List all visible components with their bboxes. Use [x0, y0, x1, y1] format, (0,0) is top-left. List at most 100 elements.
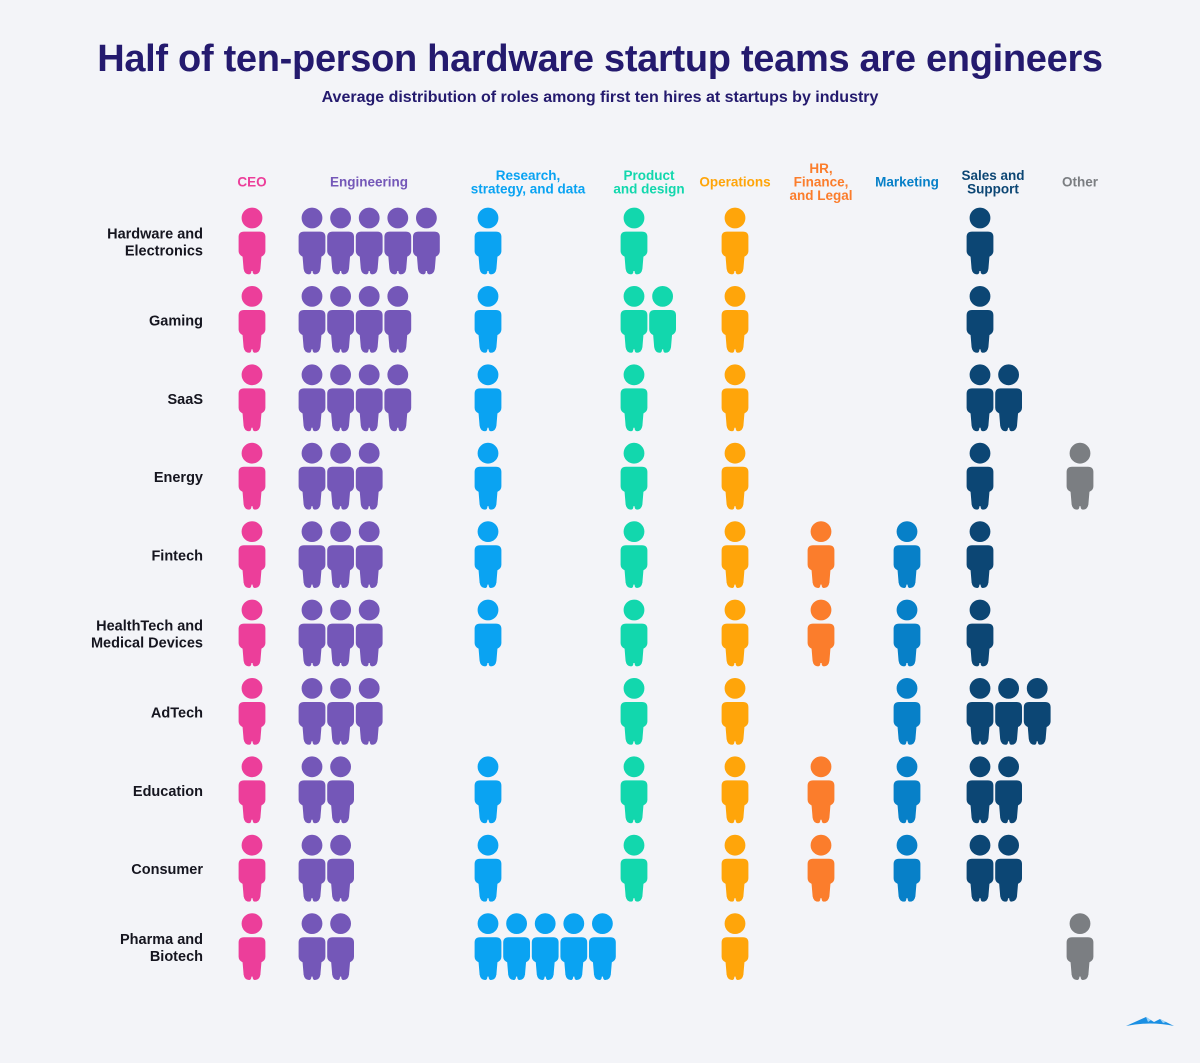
person-icon-engineering [297, 833, 327, 903]
industry-row: Pharma and Biotech [120, 911, 1095, 982]
person-icon-operations [720, 676, 750, 747]
column-header-ceo: CEO [237, 175, 266, 190]
person-icon-engineering [383, 363, 413, 433]
column-header-operations: Operations [699, 175, 770, 190]
person-icon-research [473, 598, 503, 668]
person-icon-product [619, 284, 649, 355]
row-label: Hardware and Electronics [107, 227, 203, 260]
person-icon-ceo [237, 284, 267, 355]
person-icon-operations [720, 519, 750, 590]
person-icon-marketing [892, 676, 922, 747]
person-icon-marketing [892, 833, 922, 903]
person-icon-operations [720, 284, 750, 355]
person-icon-research [587, 911, 617, 982]
person-icon-sales [965, 363, 995, 433]
industry-row: Energy [154, 441, 1095, 511]
person-icon-engineering [383, 206, 413, 276]
industry-row: SaaS [168, 363, 1024, 433]
person-icon-hr [806, 519, 836, 590]
person-icon-sales [965, 833, 995, 903]
mountain-logo-icon [1126, 1017, 1174, 1026]
person-icon-engineering [326, 755, 356, 825]
person-icon-engineering [297, 441, 327, 511]
person-icon-sales [994, 755, 1024, 825]
person-icon-ceo [237, 833, 267, 903]
chart-title: Half of ten-person hardware startup team… [97, 38, 1103, 80]
column-header-product: Product and design [613, 168, 684, 197]
person-icon-engineering [326, 206, 356, 276]
person-icon-research [473, 911, 503, 982]
person-icon-sales [965, 519, 995, 590]
column-header-other: Other [1062, 175, 1099, 190]
person-icon-engineering [297, 911, 327, 982]
column-header-hr: HR, Finance, and Legal [789, 161, 852, 203]
person-icon-research [473, 833, 503, 903]
person-icon-operations [720, 206, 750, 276]
person-icon-sales [994, 676, 1024, 747]
person-icon-operations [720, 598, 750, 668]
person-icon-engineering [297, 676, 327, 747]
person-icon-engineering [297, 363, 327, 433]
person-icon-other [1065, 441, 1095, 511]
person-icon-engineering [326, 363, 356, 433]
person-icon-research [473, 519, 503, 590]
person-icon-ceo [237, 441, 267, 511]
person-icon-engineering [326, 911, 356, 982]
person-icon-hr [806, 833, 836, 903]
person-icon-research [559, 911, 589, 982]
person-icon-research [473, 206, 503, 276]
industry-row: Fintech [151, 519, 995, 590]
person-icon-engineering [326, 833, 356, 903]
person-icon-engineering [354, 441, 384, 511]
person-icon-research [473, 755, 503, 825]
person-icon-product [619, 598, 649, 668]
industry-row: AdTech [151, 676, 1052, 747]
person-icon-product [648, 284, 678, 355]
person-icon-product [619, 833, 649, 903]
person-icon-engineering [326, 284, 356, 355]
person-icon-engineering [297, 284, 327, 355]
person-icon-marketing [892, 598, 922, 668]
person-icon-hr [806, 755, 836, 825]
person-icon-engineering [326, 598, 356, 668]
person-icon-ceo [237, 755, 267, 825]
row-label: Fintech [151, 549, 203, 565]
person-icon-research [530, 911, 560, 982]
person-icon-operations [720, 363, 750, 433]
person-icon-engineering [297, 206, 327, 276]
row-label: Energy [154, 470, 203, 486]
column-header-marketing: Marketing [875, 175, 939, 190]
row-label: HealthTech and Medical Devices [91, 619, 203, 652]
person-icon-engineering [354, 363, 384, 433]
person-icon-ceo [237, 676, 267, 747]
person-icon-product [619, 441, 649, 511]
person-icon-hr [806, 598, 836, 668]
industry-row: Gaming [149, 284, 995, 355]
person-icon-engineering [354, 284, 384, 355]
industry-row: Consumer [131, 833, 1024, 903]
person-icon-engineering [326, 441, 356, 511]
person-icon-product [619, 363, 649, 433]
person-icon-engineering [354, 676, 384, 747]
row-label: SaaS [168, 392, 204, 408]
person-icon-engineering [297, 598, 327, 668]
person-icon-other [1065, 911, 1095, 982]
person-icon-sales [965, 441, 995, 511]
person-icon-product [619, 676, 649, 747]
person-icon-ceo [237, 363, 267, 433]
person-icon-engineering [354, 519, 384, 590]
person-icon-engineering [383, 284, 413, 355]
person-icon-operations [720, 755, 750, 825]
row-label: Consumer [131, 862, 203, 878]
person-icon-operations [720, 441, 750, 511]
person-icon-research [502, 911, 532, 982]
person-icon-engineering [354, 598, 384, 668]
person-icon-product [619, 755, 649, 825]
person-icon-research [473, 284, 503, 355]
row-label: AdTech [151, 705, 203, 721]
person-icon-ceo [237, 598, 267, 668]
person-icon-product [619, 519, 649, 590]
person-icon-marketing [892, 755, 922, 825]
column-header-sales: Sales and Support [961, 168, 1024, 197]
